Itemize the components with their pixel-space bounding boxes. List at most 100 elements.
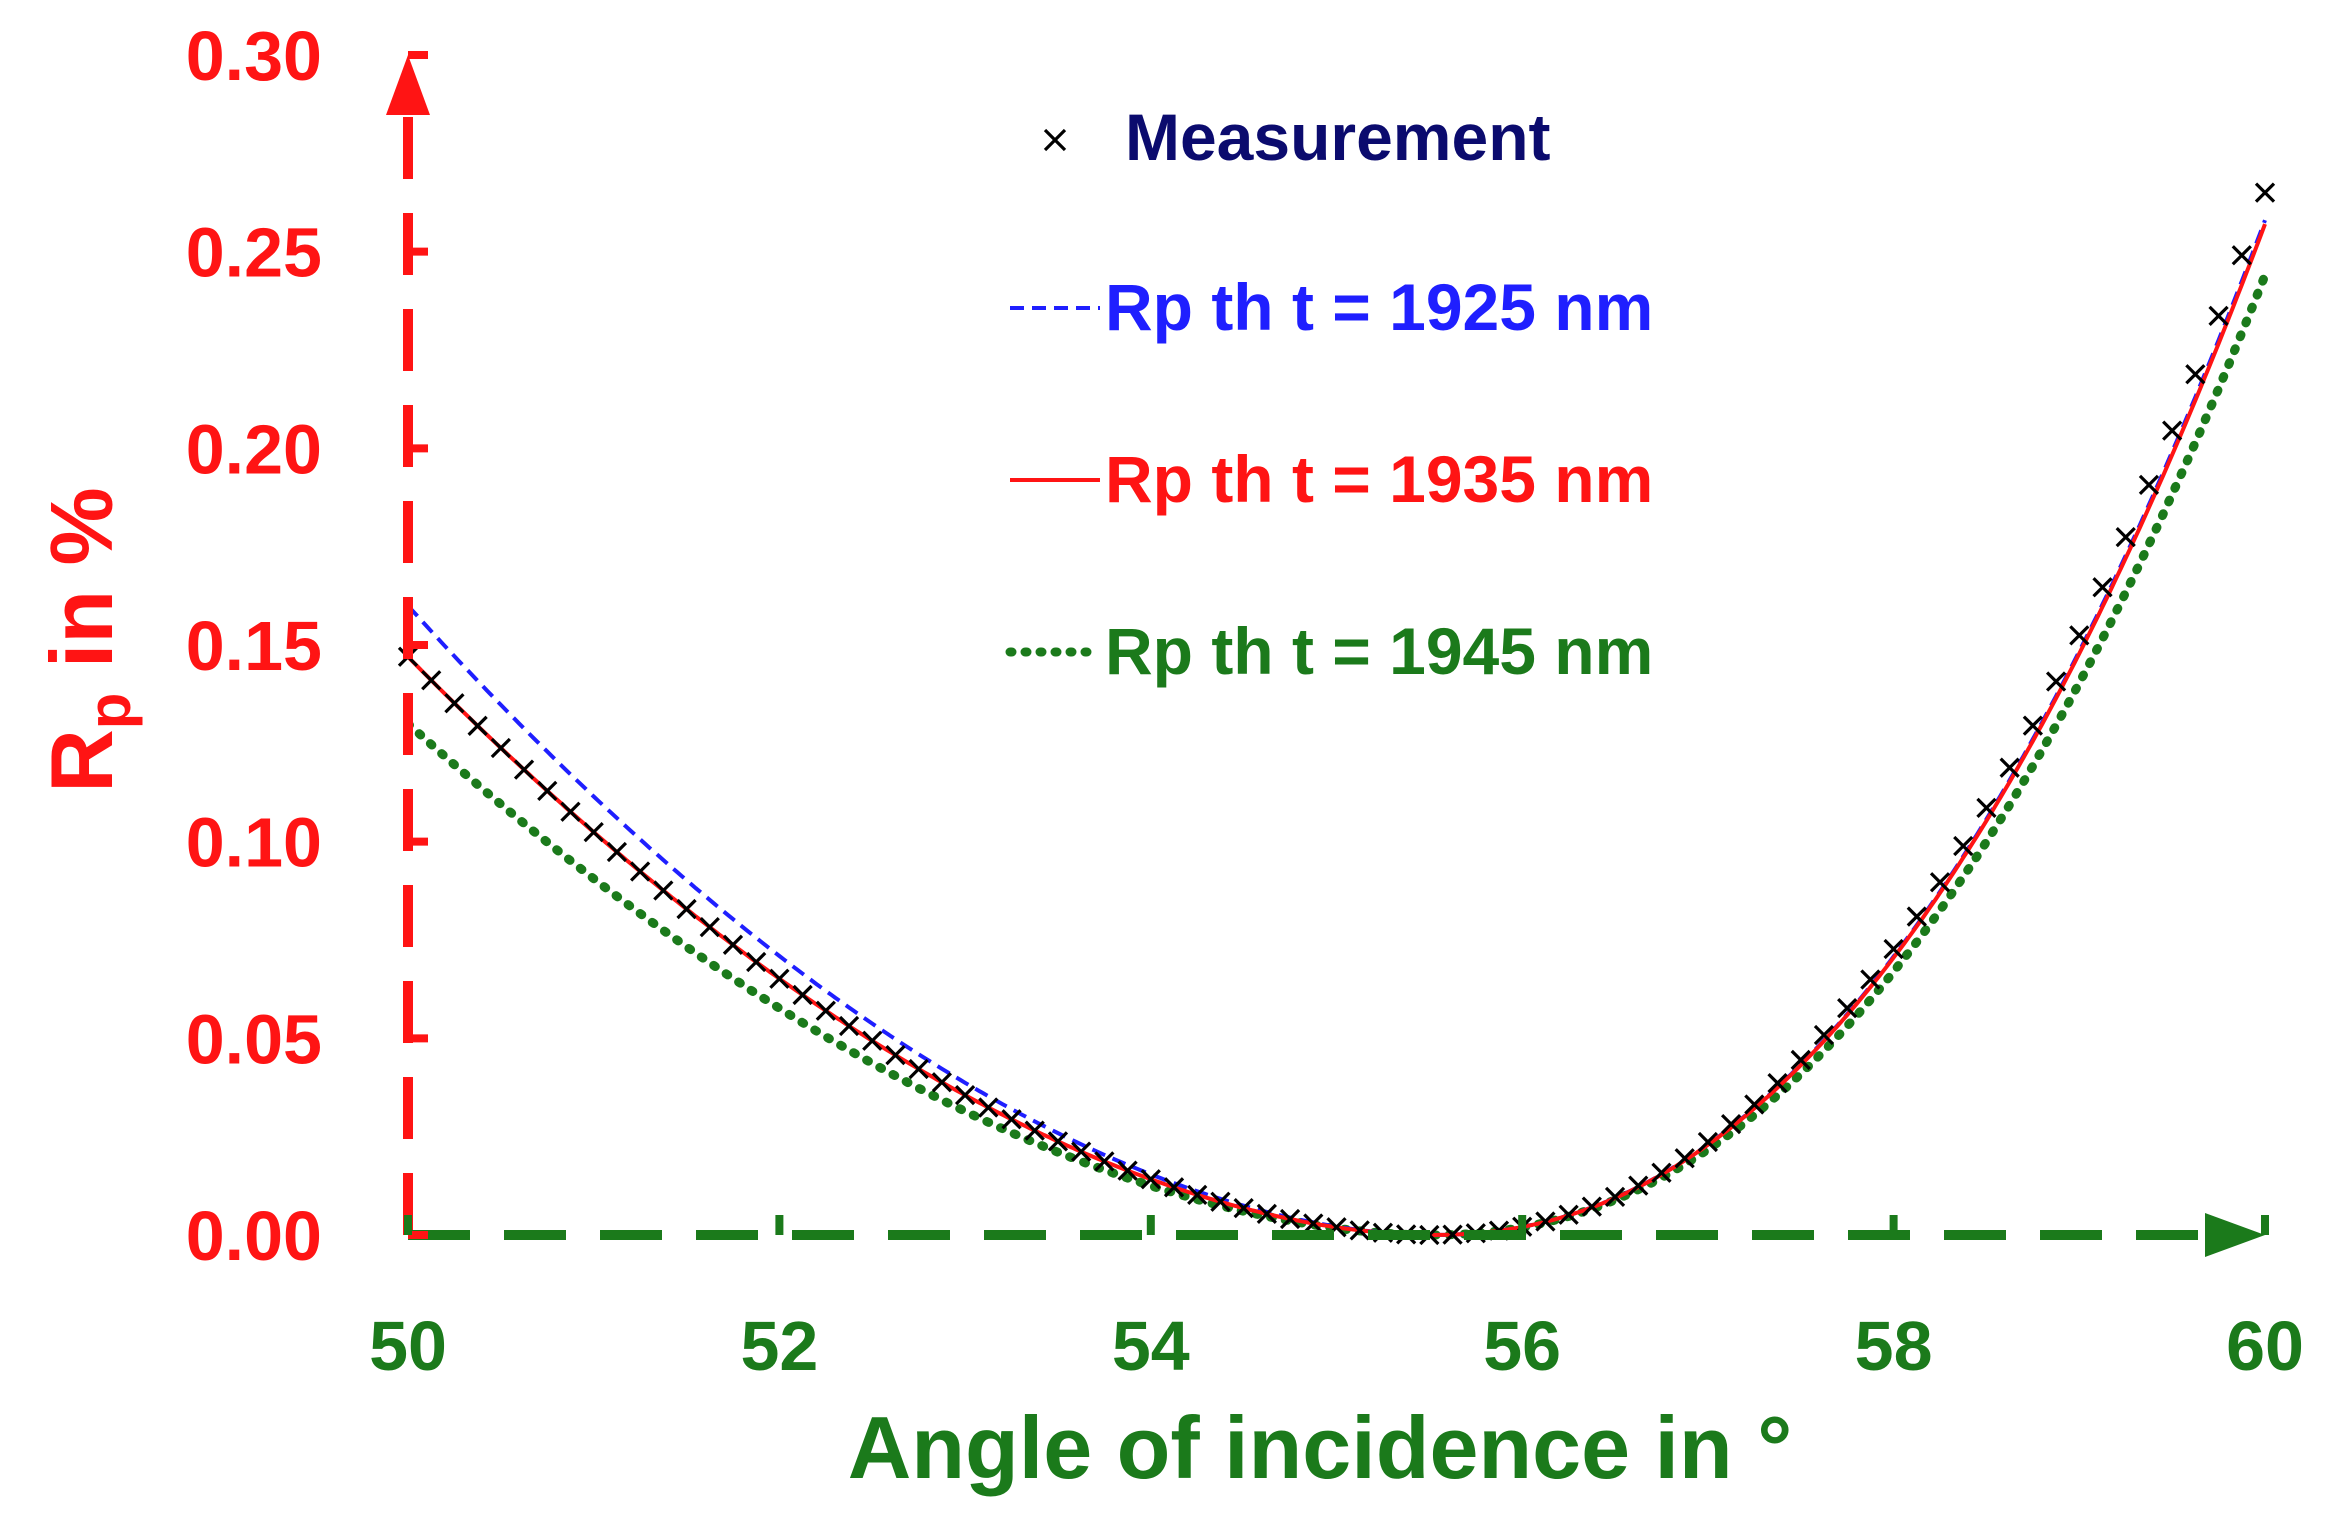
measurement-marker-18: [815, 1000, 836, 1021]
measurement-point-59: [1767, 1072, 1788, 1094]
measurement-marker-31: [1117, 1160, 1138, 1181]
measurement-point-33: [1163, 1177, 1185, 1198]
y-tick-label-4: 0.20: [186, 410, 322, 488]
measurement-point-53: [1628, 1175, 1649, 1196]
y-tick-label-5: 0.25: [186, 214, 322, 292]
measurement-point-18: [815, 1000, 836, 1021]
measurement-point-11: [653, 880, 674, 901]
measurement-point-4: [490, 737, 511, 759]
measurement-marker-14: [722, 934, 744, 955]
measurement-marker-38: [1279, 1208, 1301, 1230]
measurement-marker-36: [1233, 1197, 1254, 1219]
measurement-point-6: [537, 780, 558, 802]
measurement-marker-60: [1790, 1049, 1811, 1071]
measurement-marker-53: [1628, 1175, 1649, 1196]
series-layer: [397, 182, 2276, 1246]
legend-entry-measurement: Measurement: [1043, 100, 1551, 174]
series-line-3: [403, 270, 2270, 1240]
y-tick-label-6: 0.30: [186, 17, 322, 95]
measurement-point-32: [1140, 1169, 1161, 1190]
y-tick-label-0: 0.00: [186, 1197, 322, 1275]
measurement-point-70: [2022, 715, 2044, 736]
measurement-marker-62: [1837, 998, 1858, 1019]
measurement-marker-73: [2092, 577, 2113, 598]
measurement-point-63: [1860, 969, 1881, 990]
y-tick-label-1: 0.05: [186, 1000, 322, 1078]
measurement-point-58: [1744, 1094, 1765, 1115]
measurement-point-9: [606, 841, 628, 863]
ticks-layer: 0.00 0.05 0.10 0.15 0.20 0.25 0.30 50 52 54 56 58 60: [186, 17, 2304, 1385]
x-tick-label-5: 60: [2226, 1307, 2304, 1385]
x-tick-label-3: 56: [1483, 1307, 1561, 1385]
measurement-marker-13: [699, 917, 720, 938]
y-tick-label-2: 0.10: [186, 804, 322, 882]
y-axis-arrow: [386, 55, 430, 115]
legend-entry-1925: Rp th t = 1925 nm: [1010, 270, 1653, 344]
measurement-marker-19: [838, 1015, 860, 1037]
measurement-marker-79: [2231, 245, 2252, 266]
measurement-marker-52: [1604, 1186, 1626, 1208]
measurement-marker-33: [1163, 1177, 1185, 1198]
measurement-marker-70: [2022, 715, 2044, 736]
x-tick-label-4: 58: [1855, 1307, 1933, 1385]
measurement-point-64: [1883, 938, 1904, 960]
legend-1945-label: Rp th t = 1945 nm: [1105, 614, 1653, 688]
measurement-point-69: [1999, 757, 2020, 778]
measurement-point-37: [1256, 1203, 1277, 1224]
measurement-point-67: [1953, 835, 1974, 857]
measurement-marker-39: [1303, 1213, 1324, 1234]
measurement-point-41: [1349, 1220, 1370, 1241]
measurement-point-51: [1581, 1196, 1602, 1217]
measurement-point-29: [1071, 1141, 1092, 1162]
measurement-point-55: [1674, 1148, 1695, 1169]
measurement-marker-45: [1442, 1224, 1463, 1245]
measurement-point-28: [1047, 1131, 1069, 1152]
measurement-marker-51: [1581, 1196, 1602, 1217]
measurement-point-50: [1558, 1204, 1579, 1225]
measurement-marker-8: [583, 821, 604, 843]
measurement-point-24: [954, 1084, 976, 1106]
measurement-marker-78: [2208, 305, 2229, 326]
measurement-marker-22: [908, 1058, 929, 1080]
measurement-point-71: [2045, 671, 2067, 692]
measurement-point-8: [583, 821, 604, 843]
measurement-marker-66: [1929, 872, 1951, 893]
measurement-marker-77: [2185, 364, 2206, 385]
measurement-point-57: [1720, 1113, 1742, 1135]
measurement-marker-56: [1697, 1131, 1719, 1153]
measurement-point-15: [746, 951, 767, 973]
measurement-marker-27: [1024, 1120, 1045, 1141]
measurement-point-20: [862, 1030, 883, 1051]
measurement-point-60: [1790, 1049, 1811, 1071]
measurement-point-26: [1001, 1109, 1022, 1130]
measurement-point-49: [1535, 1211, 1556, 1232]
measurement-point-39: [1303, 1213, 1324, 1234]
measurement-marker-63: [1860, 969, 1881, 990]
measurement-point-31: [1117, 1160, 1138, 1181]
y-tick-label-3: 0.15: [186, 607, 322, 685]
measurement-marker-69: [1999, 757, 2020, 778]
measurement-point-52: [1604, 1186, 1626, 1208]
measurement-marker-2: [444, 693, 465, 714]
measurement-marker-1: [421, 670, 442, 691]
measurement-point-75: [2138, 474, 2160, 496]
measurement-point-61: [1813, 1024, 1835, 1046]
measurement-marker-11: [653, 880, 674, 901]
measurement-point-25: [978, 1097, 999, 1118]
measurement-marker-50: [1558, 1204, 1579, 1225]
measurement-point-1: [421, 670, 442, 691]
x-tick-label-2: 54: [1112, 1307, 1190, 1385]
measurement-marker-17: [792, 984, 813, 1006]
measurement-marker-55: [1674, 1148, 1695, 1169]
series-line-1: [406, 219, 2267, 1237]
measurement-marker-68: [1976, 797, 1997, 818]
measurement-point-79: [2231, 245, 2252, 266]
measurement-point-77: [2185, 364, 2206, 385]
legend-measurement-label: Measurement: [1125, 100, 1551, 174]
axes-layer: [386, 55, 2265, 1257]
measurement-marker-4: [490, 737, 511, 759]
measurement-marker-3: [467, 715, 488, 736]
measurement-marker-21: [885, 1044, 906, 1066]
measurement-point-3: [467, 715, 488, 736]
